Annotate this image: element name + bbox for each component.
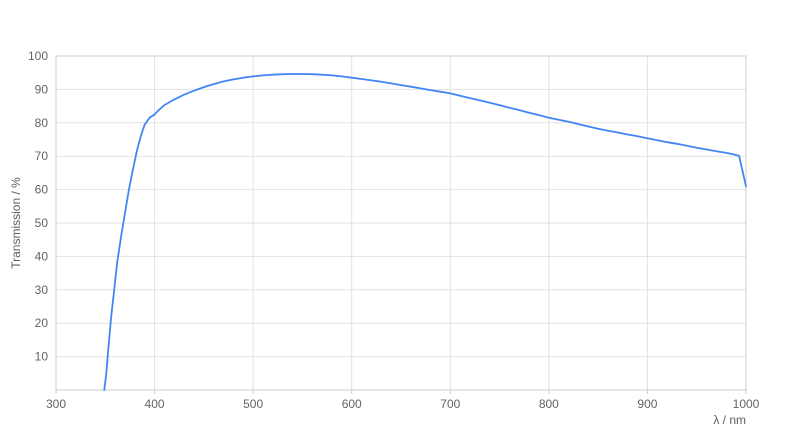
x-tick-label: 600: [342, 397, 362, 411]
y-tick-label: 80: [35, 116, 49, 130]
transmission-curve: [103, 73, 747, 391]
x-tick-label: 900: [637, 397, 657, 411]
gridlines: [55, 55, 747, 390]
x-tick-label: 500: [243, 397, 263, 411]
x-tick-label: 400: [145, 397, 165, 411]
plot-border: [55, 55, 747, 391]
y-tick-label: 10: [35, 350, 49, 364]
tick-labels: 300 400 500 600 700 800 900 1000 10 20 30 40 50 60 70 8…: [28, 49, 760, 411]
y-tick-label: 90: [35, 82, 49, 96]
x-axis-title: λ / nm: [713, 413, 746, 427]
y-tick-label: 70: [35, 149, 49, 163]
x-tick-label: 800: [539, 397, 559, 411]
x-tick-label: 1000: [733, 397, 760, 411]
y-tick-label: 100: [28, 49, 48, 63]
y-tick-label: 50: [35, 216, 49, 230]
axis-ticks: [55, 390, 747, 394]
y-tick-label: 40: [35, 249, 49, 263]
x-tick-label: 700: [440, 397, 460, 411]
y-tick-label: 60: [35, 183, 49, 197]
y-tick-label: 30: [35, 283, 49, 297]
y-tick-label: 20: [35, 316, 49, 330]
x-tick-label: 300: [46, 397, 66, 411]
y-axis-title: Transmission / %: [9, 177, 23, 269]
